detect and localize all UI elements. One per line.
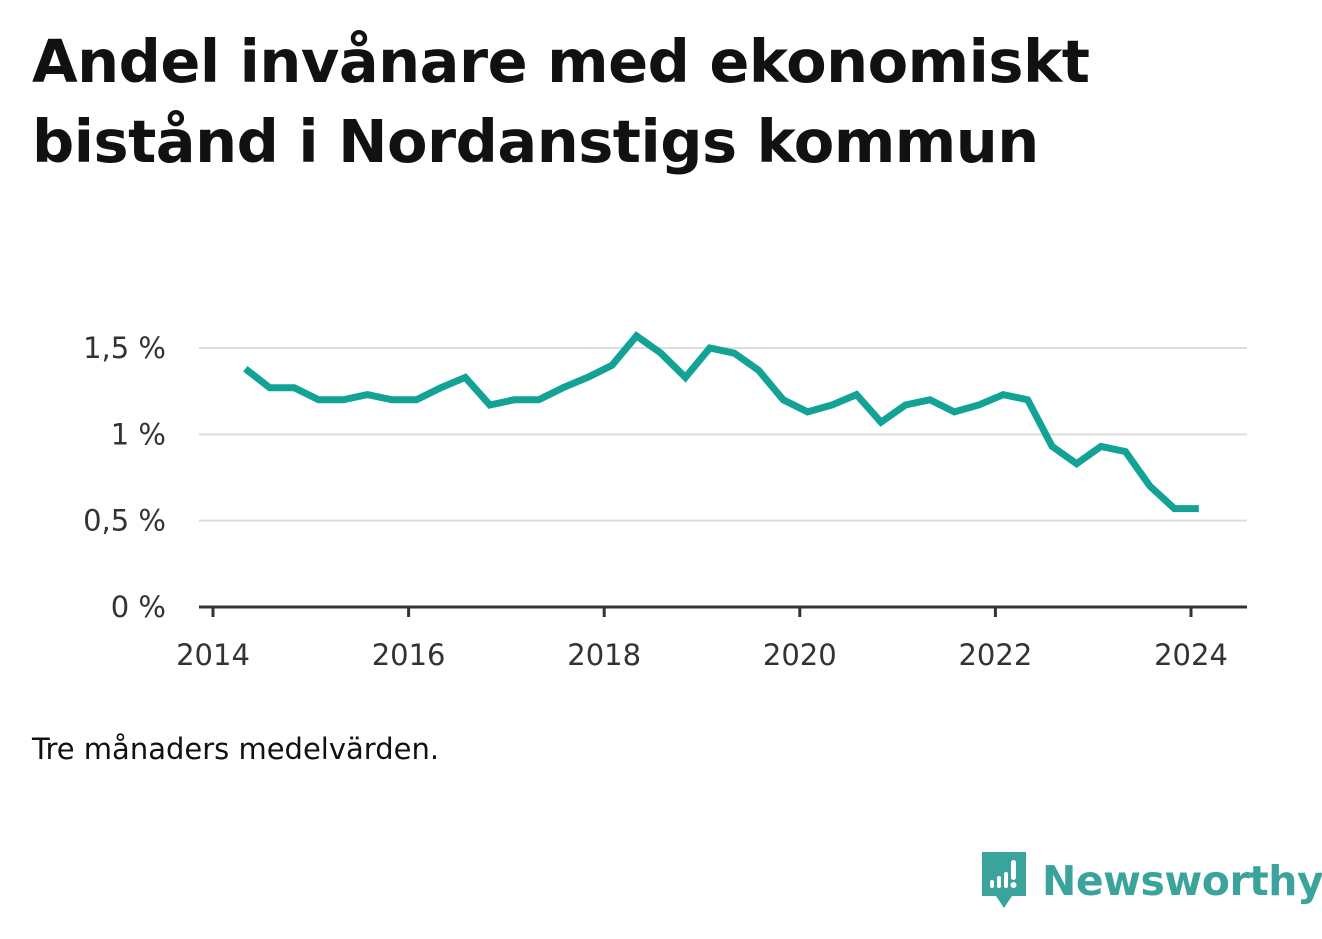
chart-note: Tre månaders medelvärden. — [32, 732, 440, 766]
newsworthy-logo-icon — [982, 852, 1026, 908]
y-tick-label: 0 % — [111, 590, 166, 624]
gridlines — [199, 347, 1247, 522]
x-tick-label: 2020 — [763, 638, 837, 672]
y-tick-label: 1,5 % — [83, 331, 166, 365]
newsworthy-logo-text: Newsworthy — [1042, 857, 1322, 905]
y-axis-ticks: 0 % 0,5 % 1 % 1,5 % — [83, 331, 166, 624]
x-tick-label: 2024 — [1154, 638, 1228, 672]
x-tick-label: 2014 — [176, 638, 250, 672]
y-tick-label: 1 % — [111, 417, 166, 451]
x-tick-label: 2016 — [372, 638, 446, 672]
chart-title: Andel invånare med ekonomiskt bistånd i … — [32, 27, 1090, 176]
x-tick-label: 2018 — [567, 638, 641, 672]
x-tick-label: 2022 — [958, 638, 1032, 672]
y-tick-label: 0,5 % — [83, 504, 166, 538]
x-axis-ticks: 2014 2016 2018 2020 2022 2024 — [176, 607, 1228, 672]
newsworthy-logo[interactable]: Newsworthy — [980, 850, 1322, 912]
series-line — [243, 331, 1199, 513]
series-layer — [243, 331, 1199, 513]
